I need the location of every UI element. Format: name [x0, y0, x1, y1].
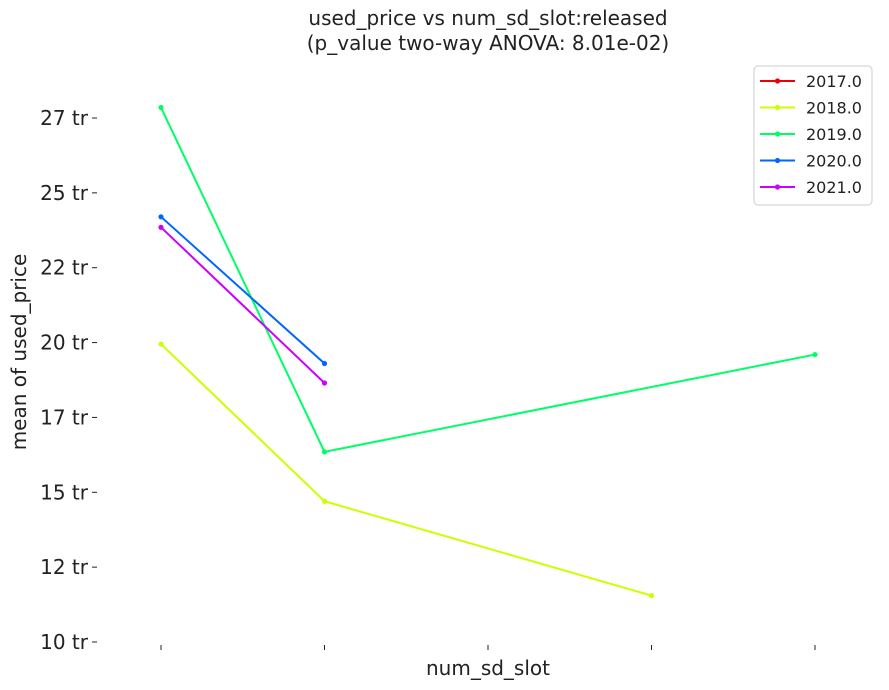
x-axis [160, 645, 816, 650]
data-point-2020.0 [158, 214, 164, 220]
legend-swatch-marker [774, 157, 781, 164]
data-point-2018.0 [648, 592, 655, 599]
y-tick-label: 12 tr [40, 555, 89, 579]
legend-label: 2019.0 [806, 125, 862, 144]
legend-swatch-marker [774, 104, 781, 111]
series-line-2019.0 [160, 107, 816, 453]
legend-label: 2017.0 [806, 72, 862, 91]
y-tick-label: 15 tr [40, 480, 89, 504]
data-point-2018.0 [158, 341, 164, 347]
legend-swatch-marker [774, 78, 781, 84]
legend-swatch-marker [774, 131, 781, 137]
legend: 2017.0 2018.0 2019.0 2020.0 2021.0 [753, 65, 873, 206]
y-tick-label: 27 tr [40, 106, 89, 130]
y-tick-label: 17 tr [40, 405, 89, 429]
data-point-2019.0 [812, 351, 818, 358]
data-point-2021.0 [321, 380, 328, 386]
y-tick-label: 25 tr [40, 181, 89, 205]
legend-label: 2020.0 [806, 152, 862, 171]
legend-swatch-marker [774, 184, 781, 190]
y-axis: 10 tr 12 tr 15 tr 17 tr 20 tr 22 tr 25 tr 27 tr [40, 106, 97, 654]
chart-title: used_price vs num_sd_slot:released [308, 6, 667, 30]
legend-label: 2021.0 [806, 178, 862, 197]
series-line-2018.0 [160, 343, 652, 597]
y-axis-label: mean of used_price [7, 254, 31, 451]
data-point-2019.0 [158, 104, 164, 111]
x-axis-label: num_sd_slot [426, 656, 550, 680]
chart-subtitle: (p_value two-way ANOVA: 8.01e-02) [307, 31, 669, 55]
data-point-2021.0 [158, 224, 164, 230]
series-layer [158, 104, 818, 599]
data-point-2019.0 [321, 449, 328, 455]
legend-box [753, 65, 873, 206]
legend-label: 2018.0 [806, 99, 862, 118]
series-line-2020.0 [160, 216, 326, 365]
y-tick-label: 20 tr [40, 331, 89, 355]
y-tick-label: 10 tr [40, 630, 89, 654]
series-line-2021.0 [160, 226, 326, 384]
data-point-2018.0 [321, 498, 328, 504]
y-tick-label: 22 tr [40, 256, 89, 280]
data-point-2020.0 [321, 360, 328, 367]
